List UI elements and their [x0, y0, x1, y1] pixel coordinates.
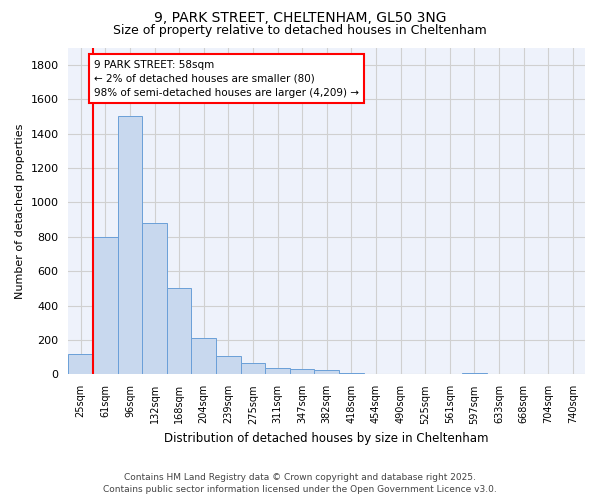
- Text: Size of property relative to detached houses in Cheltenham: Size of property relative to detached ho…: [113, 24, 487, 37]
- Bar: [142, 223, 167, 374]
- Bar: [93, 237, 118, 374]
- Bar: [216, 356, 241, 374]
- Bar: [265, 368, 290, 374]
- Bar: [462, 372, 487, 374]
- X-axis label: Distribution of detached houses by size in Cheltenham: Distribution of detached houses by size …: [164, 432, 489, 445]
- Bar: [68, 354, 93, 374]
- Bar: [241, 364, 265, 374]
- Bar: [314, 370, 339, 374]
- Y-axis label: Number of detached properties: Number of detached properties: [15, 124, 25, 298]
- Text: 9 PARK STREET: 58sqm
← 2% of detached houses are smaller (80)
98% of semi-detach: 9 PARK STREET: 58sqm ← 2% of detached ho…: [94, 60, 359, 98]
- Text: 9, PARK STREET, CHELTENHAM, GL50 3NG: 9, PARK STREET, CHELTENHAM, GL50 3NG: [154, 11, 446, 25]
- Bar: [118, 116, 142, 374]
- Bar: [339, 372, 364, 374]
- Bar: [290, 370, 314, 374]
- Bar: [167, 288, 191, 374]
- Text: Contains HM Land Registry data © Crown copyright and database right 2025.
Contai: Contains HM Land Registry data © Crown c…: [103, 472, 497, 494]
- Bar: [191, 338, 216, 374]
